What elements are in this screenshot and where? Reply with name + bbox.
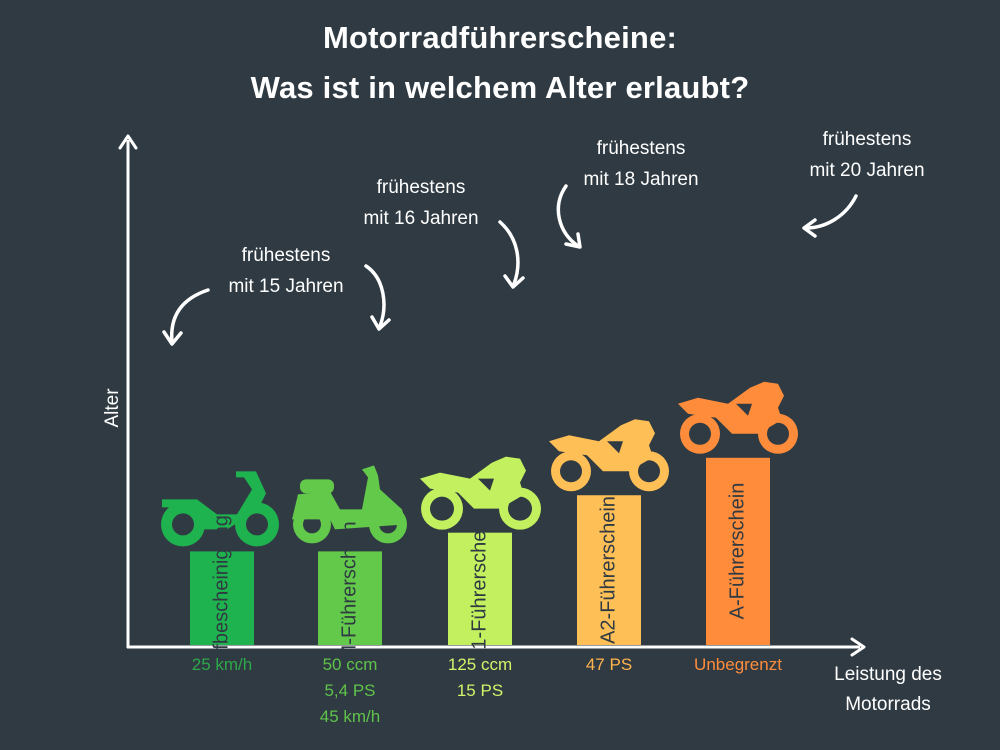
pointer-arrow-icon [370, 315, 391, 331]
pointer-arrow-icon [556, 184, 580, 248]
x-tick-label: 25 km/h [142, 652, 302, 678]
annotation-line: frühestens [376, 177, 466, 198]
annotation-18: frühestens mit 18 Jahren [541, 133, 741, 195]
bar-label: A-Führerschein [726, 483, 749, 620]
pointer-arrow-icon [503, 274, 525, 289]
pointer-arrow-icon [498, 220, 520, 286]
annotation-20: frühestens mit 20 Jahren [767, 124, 967, 186]
x-axis-label-line: Leistung des [834, 664, 942, 685]
pointer-arrow-icon [804, 194, 858, 230]
x-tick-label: 47 PS [529, 652, 689, 678]
bar-a-führerschein [706, 457, 770, 645]
bar-a2-führerschein [577, 495, 641, 645]
bar-am-führerschein [318, 551, 382, 645]
annotation-line: mit 18 Jahren [583, 169, 699, 190]
pointer-arrow-icon [364, 264, 386, 328]
moped-icon [161, 471, 279, 547]
chart-subtitle: Was ist in welchem Alter erlaubt? [250, 70, 750, 105]
x-tick-label: 125 ccm 15 PS [400, 652, 560, 704]
y-axis-label: Alter [102, 388, 123, 428]
x-axis-arrow-icon [850, 637, 866, 657]
x-tick-line: 50 ccm [322, 655, 378, 674]
bar-a1-führerschein [448, 532, 512, 645]
x-tick-label: Unbegrenzt [658, 652, 818, 678]
bar-label: A2-Führerschein [597, 496, 620, 645]
bar-prüfbescheinigung [190, 551, 254, 645]
annotation-line: frühestens [241, 245, 331, 266]
x-tick-line: 15 PS [456, 681, 504, 700]
x-tick-line: 47 PS [585, 655, 633, 674]
x-axis-label-line: Motorrads [845, 694, 931, 715]
annotation-line: mit 16 Jahren [363, 208, 479, 229]
bar-label: A1-Führerschein [468, 514, 491, 663]
pointer-arrow-icon [169, 288, 210, 344]
annotation-line: mit 20 Jahren [809, 160, 925, 181]
annotation-line: frühestens [822, 129, 912, 150]
scooter-icon [292, 465, 407, 544]
pointer-arrow-icon [802, 218, 817, 238]
x-tick-line: 25 km/h [191, 655, 253, 674]
pointer-arrow-icon [162, 330, 183, 346]
annotation-15: frühestens mit 15 Jahren [186, 240, 386, 302]
x-tick-line: Unbegrenzt [694, 655, 782, 674]
motorcycle-icon [420, 456, 541, 530]
annotation-16: frühestens mit 16 Jahren [321, 172, 521, 234]
annotation-line: frühestens [596, 138, 686, 159]
x-tick-line: 5,4 PS [324, 681, 376, 700]
motorcycle-icon [549, 419, 669, 492]
x-axis-label: Leistung des Motorrads [818, 660, 958, 720]
pointer-arrow-icon [564, 232, 582, 249]
x-tick-label: 50 ccm 5,4 PS 45 km/h [270, 652, 430, 730]
x-tick-line: 45 km/h [319, 707, 381, 726]
motorcycle-icon [678, 381, 798, 454]
chart-title: Motorradführerscheine: [322, 20, 678, 55]
y-axis-arrow-icon [118, 134, 138, 150]
annotation-line: mit 15 Jahren [228, 276, 344, 297]
x-tick-line: 125 ccm [447, 655, 513, 674]
